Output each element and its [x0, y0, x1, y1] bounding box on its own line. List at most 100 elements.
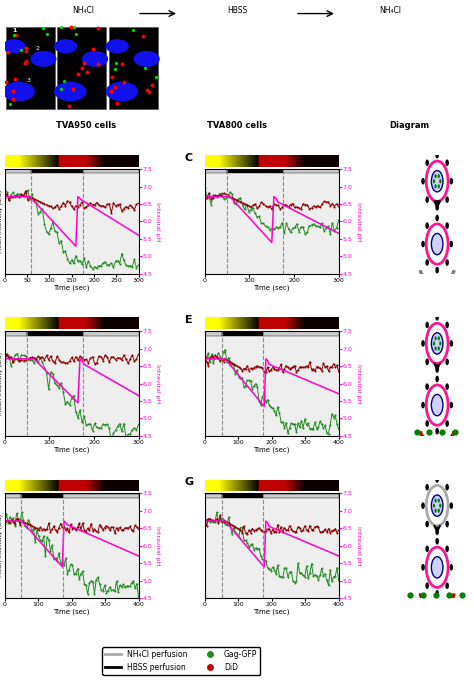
Circle shape — [134, 51, 159, 66]
Text: TVA800 cells: TVA800 cells — [207, 121, 267, 130]
Bar — [5, 493, 21, 498]
Circle shape — [449, 402, 453, 408]
Bar — [5, 332, 27, 335]
Circle shape — [435, 314, 439, 321]
X-axis label: Time (sec): Time (sec) — [254, 609, 290, 615]
Circle shape — [446, 222, 449, 229]
Circle shape — [446, 520, 449, 527]
Circle shape — [425, 520, 429, 527]
Circle shape — [435, 366, 439, 373]
FancyBboxPatch shape — [6, 27, 55, 109]
Circle shape — [431, 557, 443, 578]
Circle shape — [425, 222, 429, 229]
Circle shape — [107, 40, 128, 53]
Y-axis label: Intraviral pH: Intraviral pH — [356, 526, 361, 566]
Circle shape — [421, 178, 425, 185]
Circle shape — [446, 160, 449, 166]
Text: 1: 1 — [12, 28, 17, 33]
Circle shape — [431, 233, 443, 255]
Circle shape — [3, 83, 34, 101]
Circle shape — [439, 179, 441, 183]
Circle shape — [434, 509, 437, 513]
Y-axis label: Intraviral pH: Intraviral pH — [356, 202, 361, 241]
Circle shape — [435, 375, 439, 382]
Circle shape — [446, 359, 449, 365]
Bar — [5, 169, 31, 174]
Text: Diagram: Diagram — [389, 121, 429, 130]
Bar — [205, 169, 227, 174]
Circle shape — [425, 160, 429, 166]
Circle shape — [438, 509, 440, 513]
Bar — [83, 169, 138, 174]
Bar — [264, 332, 339, 335]
FancyBboxPatch shape — [109, 27, 158, 109]
Circle shape — [433, 179, 435, 183]
Circle shape — [438, 346, 440, 350]
Circle shape — [438, 174, 440, 178]
Bar — [21, 493, 63, 498]
Y-axis label: Mean Intensity (a.u): Mean Intensity (a.u) — [0, 514, 3, 577]
Circle shape — [425, 359, 429, 365]
Circle shape — [446, 545, 449, 552]
Text: TVA950 cells: TVA950 cells — [56, 121, 116, 130]
Circle shape — [425, 321, 429, 328]
Circle shape — [446, 383, 449, 390]
Circle shape — [439, 341, 441, 346]
Circle shape — [31, 51, 56, 66]
Circle shape — [434, 174, 437, 178]
Circle shape — [446, 582, 449, 589]
Bar — [205, 493, 222, 498]
Circle shape — [431, 394, 443, 416]
Circle shape — [55, 83, 86, 101]
Circle shape — [435, 152, 439, 158]
Circle shape — [449, 178, 453, 185]
Circle shape — [3, 40, 25, 53]
Circle shape — [435, 476, 439, 483]
Circle shape — [425, 259, 429, 266]
Text: NH₄Cl: NH₄Cl — [379, 6, 401, 15]
Circle shape — [434, 336, 437, 341]
Text: NH₄Cl: NH₄Cl — [73, 6, 95, 15]
X-axis label: Time (sec): Time (sec) — [54, 609, 90, 615]
Circle shape — [434, 346, 437, 350]
Circle shape — [435, 266, 439, 273]
Circle shape — [438, 498, 440, 502]
Circle shape — [425, 196, 429, 203]
Bar — [222, 493, 264, 498]
Circle shape — [435, 204, 439, 210]
FancyBboxPatch shape — [57, 27, 106, 109]
Circle shape — [425, 545, 429, 552]
Y-axis label: Mean Intensity (a.u): Mean Intensity (a.u) — [0, 352, 3, 415]
Circle shape — [435, 538, 439, 545]
Y-axis label: Intraviral pH: Intraviral pH — [155, 526, 160, 566]
Circle shape — [449, 564, 453, 570]
Circle shape — [438, 336, 440, 341]
Circle shape — [435, 428, 439, 434]
Circle shape — [431, 171, 443, 192]
Circle shape — [421, 564, 425, 570]
Circle shape — [421, 502, 425, 509]
Circle shape — [421, 340, 425, 347]
Text: C: C — [185, 153, 193, 162]
Circle shape — [434, 498, 437, 502]
Bar — [83, 332, 138, 335]
Bar — [222, 332, 264, 335]
Bar — [31, 169, 83, 174]
Circle shape — [446, 420, 449, 427]
Bar — [205, 332, 222, 335]
Circle shape — [435, 528, 439, 535]
Y-axis label: Intraviral pH: Intraviral pH — [155, 364, 160, 403]
Circle shape — [449, 502, 453, 509]
Text: HBSS: HBSS — [227, 6, 247, 15]
Bar — [264, 493, 339, 498]
Circle shape — [55, 40, 76, 53]
Circle shape — [425, 420, 429, 427]
Bar — [27, 332, 83, 335]
Circle shape — [446, 321, 449, 328]
Circle shape — [421, 241, 425, 247]
Text: 3: 3 — [27, 78, 30, 83]
Circle shape — [433, 504, 435, 508]
Y-axis label: Intraviral pH: Intraviral pH — [155, 202, 160, 241]
Y-axis label: Mean Intensity (a.u): Mean Intensity (a.u) — [0, 189, 3, 253]
Circle shape — [434, 184, 437, 189]
